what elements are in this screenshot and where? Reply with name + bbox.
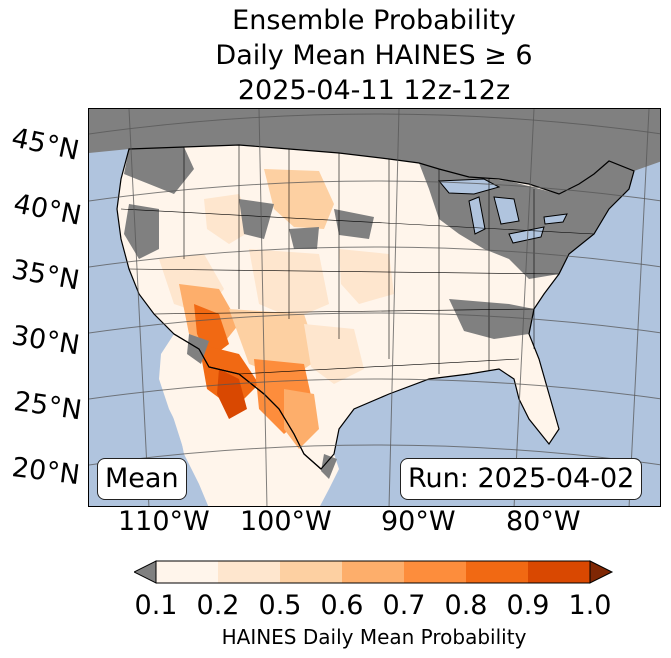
colorbar-tick-label: 0.8 bbox=[444, 590, 488, 621]
mexico-land bbox=[159, 334, 339, 506]
colorbar-tick-label: 0.9 bbox=[506, 590, 550, 621]
mexico-border bbox=[173, 333, 322, 470]
lat-label-20n: 20°N bbox=[10, 452, 82, 492]
colorbar-tick-label: 0.5 bbox=[258, 590, 302, 621]
colorbar-label: HAINES Daily Mean Probability bbox=[221, 625, 527, 649]
mask-veracruz bbox=[321, 454, 337, 479]
colorbar-segment bbox=[280, 561, 342, 583]
longitude-gridline bbox=[258, 109, 268, 506]
latitude-gridline bbox=[89, 312, 660, 334]
lon-label-90w: 90°W bbox=[381, 506, 456, 537]
lon-label-80w: 80°W bbox=[506, 506, 581, 537]
latitude-gridline bbox=[89, 113, 660, 135]
latitude-gridline bbox=[89, 246, 660, 268]
colorbar-tick-label: 0.6 bbox=[320, 590, 364, 621]
colorbar-segment bbox=[342, 561, 404, 583]
latitude-gridline bbox=[89, 180, 660, 202]
lat-label-35n: 35°N bbox=[9, 254, 82, 297]
colorbar-tick-label: 1.0 bbox=[568, 590, 612, 621]
map-canvas bbox=[89, 109, 660, 506]
lake-ontario bbox=[543, 213, 568, 225]
state-border bbox=[128, 268, 560, 275]
colorbar-tick-label: 0.1 bbox=[134, 590, 178, 621]
lat-label-40n: 40°N bbox=[11, 188, 84, 232]
map-panel bbox=[88, 108, 661, 507]
baja-peninsula bbox=[161, 354, 189, 454]
prob-coahuila bbox=[284, 389, 319, 449]
colorbar-segment bbox=[404, 561, 466, 583]
title-line-2: Daily Mean HAINES ≥ 6 bbox=[215, 40, 533, 71]
colorbar-over-arrow bbox=[589, 560, 614, 584]
lake-huron bbox=[493, 196, 520, 225]
title-line-1: Ensemble Probability bbox=[232, 5, 516, 36]
prob-northern-plains bbox=[264, 169, 334, 229]
mask-dakotas bbox=[334, 209, 374, 239]
colorbar-segment bbox=[156, 561, 218, 583]
longitude-gridline bbox=[388, 109, 400, 506]
longitude-gridline bbox=[628, 109, 650, 506]
prob-sonora-core bbox=[217, 369, 247, 419]
longitude-gridline bbox=[513, 109, 535, 506]
lat-label-45n: 45°N bbox=[8, 122, 82, 167]
lon-label-110w: 110°W bbox=[118, 506, 210, 537]
lat-label-30n: 30°N bbox=[9, 320, 82, 362]
state-border bbox=[238, 358, 520, 375]
title-line-3: 2025-04-11 12z-12z bbox=[237, 75, 511, 106]
colorbar-segment bbox=[466, 561, 528, 583]
colorbar-segment bbox=[218, 561, 280, 583]
prob-texas bbox=[304, 324, 364, 384]
run-date-box: Run: 2025-04-02 bbox=[400, 458, 643, 500]
lat-label-25n: 25°N bbox=[11, 386, 84, 427]
mask-idaho bbox=[239, 199, 274, 239]
mask-pacific-northwest bbox=[124, 147, 194, 194]
state-border bbox=[153, 308, 535, 315]
colorbar-tick-label: 0.7 bbox=[382, 590, 426, 621]
colorbar-segment bbox=[528, 561, 590, 583]
mean-label-box: Mean bbox=[97, 458, 187, 500]
mask-wyoming bbox=[289, 227, 319, 249]
prob-nm-az bbox=[229, 309, 319, 379]
lon-label-100w: 100°W bbox=[240, 506, 332, 537]
mask-oregon bbox=[124, 204, 159, 259]
state-border bbox=[120, 208, 595, 235]
colorbar-frame bbox=[155, 560, 591, 584]
colorbar bbox=[134, 560, 614, 584]
colorbar-tick-label: 0.2 bbox=[196, 590, 240, 621]
latitude-gridline bbox=[89, 444, 660, 466]
colorbar-under-arrow bbox=[134, 560, 157, 584]
lake-michigan bbox=[468, 196, 486, 235]
longitude-gridline bbox=[128, 109, 150, 506]
latitude-gridline bbox=[89, 378, 660, 400]
prob-kansas bbox=[339, 249, 394, 304]
canada-landmass bbox=[89, 109, 660, 194]
